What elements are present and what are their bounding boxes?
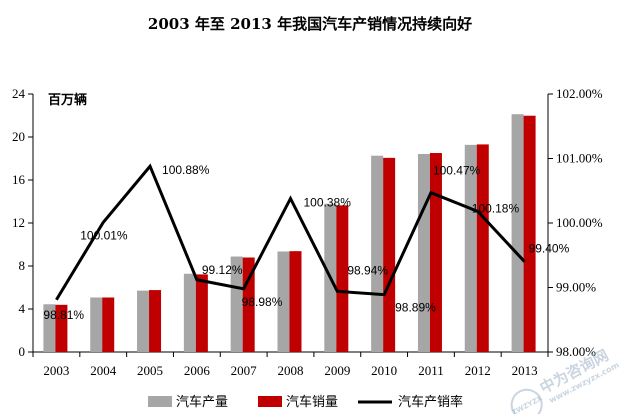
bar-production bbox=[230, 256, 243, 352]
bar-production bbox=[277, 251, 290, 352]
legend: 汽车产量 汽车销量 汽车产销率 bbox=[148, 394, 463, 410]
bar-sales bbox=[149, 290, 162, 352]
bar-production bbox=[511, 114, 524, 353]
chart-title: 2003 年至 2013 年我国汽车产销情况持续向好 bbox=[148, 15, 472, 33]
y-right-tick-label: 99.00% bbox=[556, 280, 596, 295]
bar-sales bbox=[383, 157, 396, 352]
bar-production bbox=[43, 304, 56, 352]
bar-sales bbox=[289, 251, 302, 352]
bar-sales bbox=[102, 297, 115, 352]
y-right-tick-label: 100.00% bbox=[556, 215, 603, 230]
data-label-ratio: 100.47% bbox=[433, 164, 481, 178]
x-tick-label: 2013 bbox=[512, 363, 538, 378]
x-tick-label: 2009 bbox=[324, 363, 350, 378]
x-tick-label: 2011 bbox=[418, 363, 444, 378]
bar-production bbox=[417, 153, 430, 352]
y-left-tick-label: 0 bbox=[19, 344, 26, 359]
y-right-tick-label: 98.00% bbox=[556, 344, 596, 359]
y-left-tick-label: 12 bbox=[12, 215, 25, 230]
x-tick-label: 2007 bbox=[231, 363, 258, 378]
bar-production bbox=[464, 144, 477, 352]
legend-label-production: 汽车产量 bbox=[176, 394, 228, 410]
y-left-tick-label: 24 bbox=[12, 86, 26, 101]
bar-production bbox=[183, 273, 196, 352]
data-label-ratio: 100.88% bbox=[162, 163, 210, 177]
legend-label-sales: 汽车销量 bbox=[286, 394, 338, 410]
bar-production bbox=[137, 290, 150, 352]
x-tick-label: 2003 bbox=[43, 363, 69, 378]
bar-production bbox=[371, 155, 384, 352]
y-left-tick-label: 8 bbox=[19, 258, 26, 273]
legend-swatch-sales bbox=[258, 396, 282, 407]
bar-sales bbox=[476, 144, 489, 352]
y-left-tick-label: 4 bbox=[19, 301, 26, 316]
bar-sales bbox=[336, 205, 349, 352]
x-tick-label: 2010 bbox=[371, 363, 397, 378]
data-label-ratio: 98.89% bbox=[395, 301, 436, 315]
x-tick-label: 2008 bbox=[278, 363, 304, 378]
line-ratio bbox=[55, 163, 526, 301]
bar-sales bbox=[523, 115, 536, 352]
legend-swatch-production bbox=[148, 396, 172, 407]
y-right-tick-label: 101.00% bbox=[556, 151, 603, 166]
y-left-tick-label: 16 bbox=[12, 172, 26, 187]
data-label-ratio: 98.98% bbox=[242, 295, 283, 309]
bar-sales bbox=[429, 153, 442, 352]
x-tick-label: 2004 bbox=[90, 363, 117, 378]
bar-sales bbox=[242, 257, 255, 352]
data-label-ratio: 99.12% bbox=[202, 263, 243, 277]
x-tick-label: 2012 bbox=[465, 363, 491, 378]
data-label-ratio: 99.40% bbox=[529, 242, 570, 256]
plot-area: 0 4 8 12 16 20 24 98.00% 99.00% 100.00% 101.00% 102… bbox=[12, 86, 603, 378]
y-right-tick-label: 102.00% bbox=[556, 86, 603, 101]
bar-production bbox=[90, 297, 103, 352]
data-label-ratio: 100.18% bbox=[472, 201, 520, 215]
data-label-ratio: 100.38% bbox=[304, 195, 352, 209]
watermark-badge bbox=[510, 388, 543, 414]
x-tick-label: 2006 bbox=[184, 363, 211, 378]
bar-sales bbox=[195, 274, 208, 352]
data-label-ratio: 100.01% bbox=[80, 228, 128, 242]
data-label-ratio: 98.81% bbox=[43, 308, 84, 322]
y-left-tick-label: 20 bbox=[12, 129, 25, 144]
bar-sales bbox=[55, 304, 68, 352]
data-label-ratio: 98.94% bbox=[347, 263, 388, 277]
legend-label-ratio: 汽车产销率 bbox=[398, 394, 463, 410]
x-tick-label: 2005 bbox=[137, 363, 163, 378]
y-unit-label: 百万辆 bbox=[48, 92, 87, 108]
